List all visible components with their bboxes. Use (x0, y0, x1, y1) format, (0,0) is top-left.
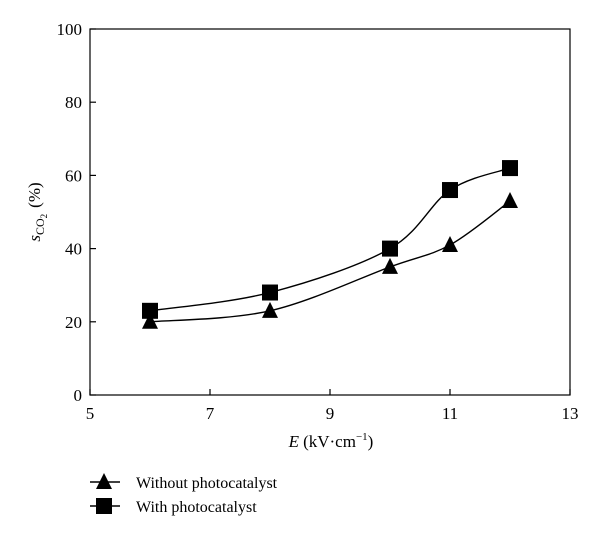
x-tick-label: 9 (326, 404, 335, 423)
data-point-triangle (262, 301, 278, 318)
x-axis-title-close: ) (368, 432, 374, 451)
legend-label: With photocatalyst (136, 499, 257, 516)
data-point-square (142, 302, 158, 319)
legend-marker-square (96, 498, 112, 514)
legend-item: Without photocatalyst (90, 473, 278, 492)
legend-label: Without photocatalyst (136, 475, 278, 492)
data-point-triangle (442, 235, 458, 252)
y-tick-label: 20 (65, 313, 82, 332)
y-tick-label: 40 (65, 240, 82, 259)
series-layer (142, 160, 518, 329)
legend: Without photocatalyst With photocatalyst (90, 473, 278, 516)
series-triangle (142, 192, 518, 329)
x-axis-title-symbol: E (288, 432, 300, 451)
data-point-triangle (382, 257, 398, 274)
series-line (149, 200, 511, 323)
y-tick-label: 100 (57, 20, 83, 39)
axis-ticks: 5 7 9 11 13 0 20 40 60 80 100 (57, 20, 579, 423)
y-tick-label: 80 (65, 93, 82, 112)
y-tick-label: 0 (74, 386, 83, 405)
plot-frame (89, 28, 571, 396)
y-axis-title-unit: (%) (25, 182, 44, 207)
series-line (149, 167, 511, 312)
data-point-square (442, 182, 458, 199)
series-square (142, 160, 518, 319)
legend-marker-triangle (96, 473, 112, 489)
x-tick-label: 5 (86, 404, 95, 423)
x-tick-label: 7 (206, 404, 215, 423)
y-axis-title-subscript-digit: 2 (39, 214, 49, 219)
y-tick-label: 60 (65, 166, 82, 185)
data-point-triangle (502, 192, 518, 209)
x-axis-title: E (kV·cm−1) (288, 431, 374, 451)
y-axis-title: sCO2 (%) (25, 182, 49, 241)
x-tick-label: 13 (562, 404, 579, 423)
y-axis-title-symbol: s (25, 235, 44, 242)
data-point-square (262, 284, 278, 301)
x-tick-label: 11 (442, 404, 458, 423)
legend-item: With photocatalyst (90, 498, 257, 516)
data-point-square (502, 160, 518, 177)
data-point-square (382, 240, 398, 257)
x-axis-title-exponent: −1 (356, 431, 368, 443)
data-point-triangle (142, 312, 158, 329)
x-axis-title-unit: (kV·cm (303, 432, 356, 451)
y-axis-title-subscript: CO (33, 218, 47, 235)
